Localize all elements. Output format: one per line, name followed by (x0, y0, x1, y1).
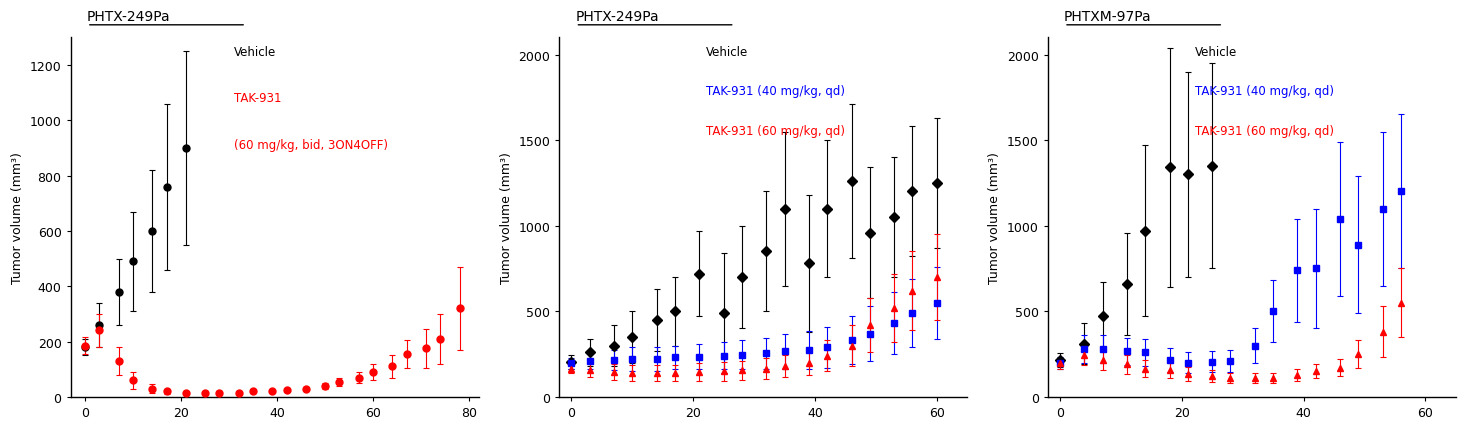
Text: Vehicle: Vehicle (706, 46, 748, 58)
Text: TAK-931 (40 mg/kg, qd): TAK-931 (40 mg/kg, qd) (1194, 85, 1334, 98)
Y-axis label: Tumor volume (mm³): Tumor volume (mm³) (12, 152, 23, 283)
Text: TAK-931: TAK-931 (233, 92, 282, 105)
Text: TAK-931 (60 mg/kg, qd): TAK-931 (60 mg/kg, qd) (1194, 124, 1334, 137)
Text: Vehicle: Vehicle (233, 46, 276, 58)
Text: PHTX-249Pa: PHTX-249Pa (87, 10, 170, 24)
Text: PHTX-249Pa: PHTX-249Pa (575, 10, 659, 24)
Text: PHTX-249Pa: PHTX-249Pa (575, 10, 659, 24)
Y-axis label: Tumor volume (mm³): Tumor volume (mm³) (989, 152, 1002, 283)
Text: PHTXM-97Pa: PHTXM-97Pa (1064, 10, 1152, 24)
Text: TAK-931 (40 mg/kg, qd): TAK-931 (40 mg/kg, qd) (706, 85, 845, 98)
Y-axis label: Tumor volume (mm³): Tumor volume (mm³) (500, 152, 512, 283)
Text: PHTX-249Pa: PHTX-249Pa (87, 10, 170, 24)
Text: PHTXM-97Pa: PHTXM-97Pa (1064, 10, 1152, 24)
Text: TAK-931 (60 mg/kg, qd): TAK-931 (60 mg/kg, qd) (706, 124, 845, 137)
Text: Vehicle: Vehicle (1194, 46, 1237, 58)
Text: (60 mg/kg, bid, 3ON4OFF): (60 mg/kg, bid, 3ON4OFF) (233, 139, 387, 152)
